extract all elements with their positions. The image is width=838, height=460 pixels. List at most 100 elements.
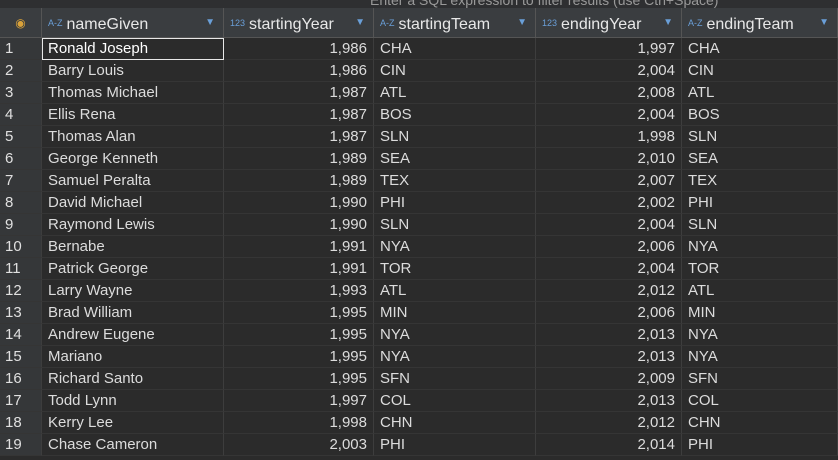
table-cell[interactable]: SEA xyxy=(682,148,838,170)
table-cell[interactable]: 2,012 xyxy=(536,412,682,434)
table-cell[interactable]: SEA xyxy=(374,148,536,170)
table-cell[interactable]: CIN xyxy=(682,60,838,82)
table-cell[interactable]: TOR xyxy=(374,258,536,280)
table-cell[interactable]: TEX xyxy=(374,170,536,192)
table-cell[interactable]: 2,007 xyxy=(536,170,682,192)
table-cell[interactable]: 1,997 xyxy=(224,390,374,412)
table-cell[interactable]: Patrick George xyxy=(42,258,224,280)
table-cell[interactable]: Samuel Peralta xyxy=(42,170,224,192)
table-cell[interactable]: Brad William xyxy=(42,302,224,324)
column-header[interactable]: A-Z startingTeam ▼ xyxy=(374,8,536,38)
table-cell[interactable]: SLN xyxy=(682,126,838,148)
table-cell[interactable]: ATL xyxy=(682,82,838,104)
table-cell[interactable]: CIN xyxy=(374,60,536,82)
table-cell[interactable]: Mariano xyxy=(42,346,224,368)
table-cell[interactable]: Kerry Lee xyxy=(42,412,224,434)
table-cell[interactable]: PHI xyxy=(374,434,536,456)
table-cell[interactable]: 1,991 xyxy=(224,258,374,280)
sort-arrow[interactable]: ▼ xyxy=(205,17,215,28)
table-cell[interactable]: Chase Cameron xyxy=(42,434,224,456)
table-cell[interactable]: CHN xyxy=(682,412,838,434)
table-cell[interactable]: 1,993 xyxy=(224,280,374,302)
table-cell[interactable]: 2,008 xyxy=(536,82,682,104)
table-cell[interactable]: Larry Wayne xyxy=(42,280,224,302)
sort-arrow[interactable]: ▼ xyxy=(517,17,527,28)
table-cell[interactable]: 1,986 xyxy=(224,60,374,82)
table-cell[interactable]: 1,986 xyxy=(224,38,374,60)
table-cell[interactable]: 1,997 xyxy=(536,38,682,60)
filter-input[interactable]: Enter a SQL expression to filter results… xyxy=(0,0,838,8)
table-cell[interactable]: 2,009 xyxy=(536,368,682,390)
column-header[interactable]: A-Z nameGiven ▼ xyxy=(42,8,224,38)
table-cell[interactable]: 1,989 xyxy=(224,170,374,192)
table-cell[interactable]: MIN xyxy=(374,302,536,324)
table-cell[interactable]: George Kenneth xyxy=(42,148,224,170)
table-cell[interactable]: COL xyxy=(374,390,536,412)
table-cell[interactable]: 1,987 xyxy=(224,104,374,126)
table-cell[interactable]: COL xyxy=(682,390,838,412)
table-cell[interactable]: 2,010 xyxy=(536,148,682,170)
table-cell[interactable]: 2,002 xyxy=(536,192,682,214)
table-cell[interactable]: ATL xyxy=(374,82,536,104)
table-cell[interactable]: NYA xyxy=(682,324,838,346)
table-cell[interactable]: 2,014 xyxy=(536,434,682,456)
table-cell[interactable]: Ellis Rena xyxy=(42,104,224,126)
table-cell[interactable]: PHI xyxy=(682,434,838,456)
table-cell[interactable]: 2,013 xyxy=(536,324,682,346)
table-cell[interactable]: MIN xyxy=(682,302,838,324)
table-cell[interactable]: Thomas Michael xyxy=(42,82,224,104)
table-cell[interactable]: 1,987 xyxy=(224,82,374,104)
table-cell[interactable]: TEX xyxy=(682,170,838,192)
table-cell[interactable]: 1,995 xyxy=(224,346,374,368)
table-cell[interactable]: 2,004 xyxy=(536,214,682,236)
table-cell[interactable]: PHI xyxy=(374,192,536,214)
table-cell[interactable]: Andrew Eugene xyxy=(42,324,224,346)
table-cell[interactable]: Bernabe xyxy=(42,236,224,258)
table-cell[interactable]: 2,013 xyxy=(536,346,682,368)
table-cell[interactable]: 1,995 xyxy=(224,324,374,346)
column-header[interactable]: A-Z endingTeam ▼ xyxy=(682,8,838,38)
table-cell[interactable]: BOS xyxy=(374,104,536,126)
table-cell[interactable]: ATL xyxy=(374,280,536,302)
table-cell[interactable]: NYA xyxy=(374,236,536,258)
table-cell[interactable]: 1,998 xyxy=(224,412,374,434)
table-cell[interactable]: SLN xyxy=(374,214,536,236)
table-cell[interactable]: 2,013 xyxy=(536,390,682,412)
table-cell[interactable]: SFN xyxy=(374,368,536,390)
table-cell[interactable]: CHA xyxy=(682,38,838,60)
table-cell[interactable]: NYA xyxy=(682,346,838,368)
table-cell[interactable]: 2,006 xyxy=(536,236,682,258)
table-cell[interactable]: BOS xyxy=(682,104,838,126)
table-cell[interactable]: 2,003 xyxy=(224,434,374,456)
table-cell[interactable]: 1,987 xyxy=(224,126,374,148)
table-cell[interactable]: 2,004 xyxy=(536,104,682,126)
sort-arrow[interactable]: ▼ xyxy=(355,17,365,28)
table-cell[interactable]: 2,004 xyxy=(536,258,682,280)
table-cell[interactable]: NYA xyxy=(682,236,838,258)
table-cell[interactable]: ATL xyxy=(682,280,838,302)
table-cell[interactable]: Thomas Alan xyxy=(42,126,224,148)
table-cell[interactable]: 2,004 xyxy=(536,60,682,82)
table-cell[interactable]: Todd Lynn xyxy=(42,390,224,412)
table-cell[interactable]: 1,998 xyxy=(536,126,682,148)
table-cell[interactable]: 1,995 xyxy=(224,368,374,390)
column-header[interactable]: 123 startingYear ▼ xyxy=(224,8,374,38)
table-cell[interactable]: David Michael xyxy=(42,192,224,214)
table-cell[interactable]: 1,990 xyxy=(224,192,374,214)
table-cell[interactable]: SFN xyxy=(682,368,838,390)
table-cell[interactable]: CHN xyxy=(374,412,536,434)
sort-arrow[interactable]: ▼ xyxy=(819,17,829,28)
table-cell[interactable]: 1,989 xyxy=(224,148,374,170)
table-cell[interactable]: 2,012 xyxy=(536,280,682,302)
table-cell[interactable]: SLN xyxy=(374,126,536,148)
table-cell[interactable]: Barry Louis xyxy=(42,60,224,82)
table-cell[interactable]: SLN xyxy=(682,214,838,236)
sort-arrow[interactable]: ▼ xyxy=(663,17,673,28)
column-header[interactable]: 123 endingYear ▼ xyxy=(536,8,682,38)
table-cell[interactable]: Richard Santo xyxy=(42,368,224,390)
table-cell[interactable]: NYA xyxy=(374,346,536,368)
table-cell[interactable]: Ronald Joseph xyxy=(42,38,224,60)
table-cell[interactable]: PHI xyxy=(682,192,838,214)
table-cell[interactable]: CHA xyxy=(374,38,536,60)
table-cell[interactable]: 1,991 xyxy=(224,236,374,258)
